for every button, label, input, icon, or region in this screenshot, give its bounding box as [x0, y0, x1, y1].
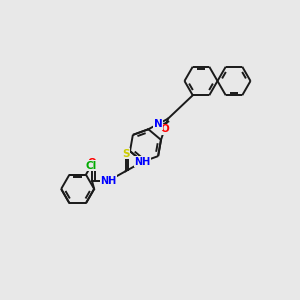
Text: S: S [122, 149, 129, 159]
Text: O: O [88, 158, 96, 168]
Text: NH: NH [134, 157, 151, 167]
Text: Cl: Cl [85, 160, 97, 171]
Text: N: N [154, 119, 163, 129]
Text: O: O [160, 124, 169, 134]
Text: NH: NH [100, 176, 117, 186]
